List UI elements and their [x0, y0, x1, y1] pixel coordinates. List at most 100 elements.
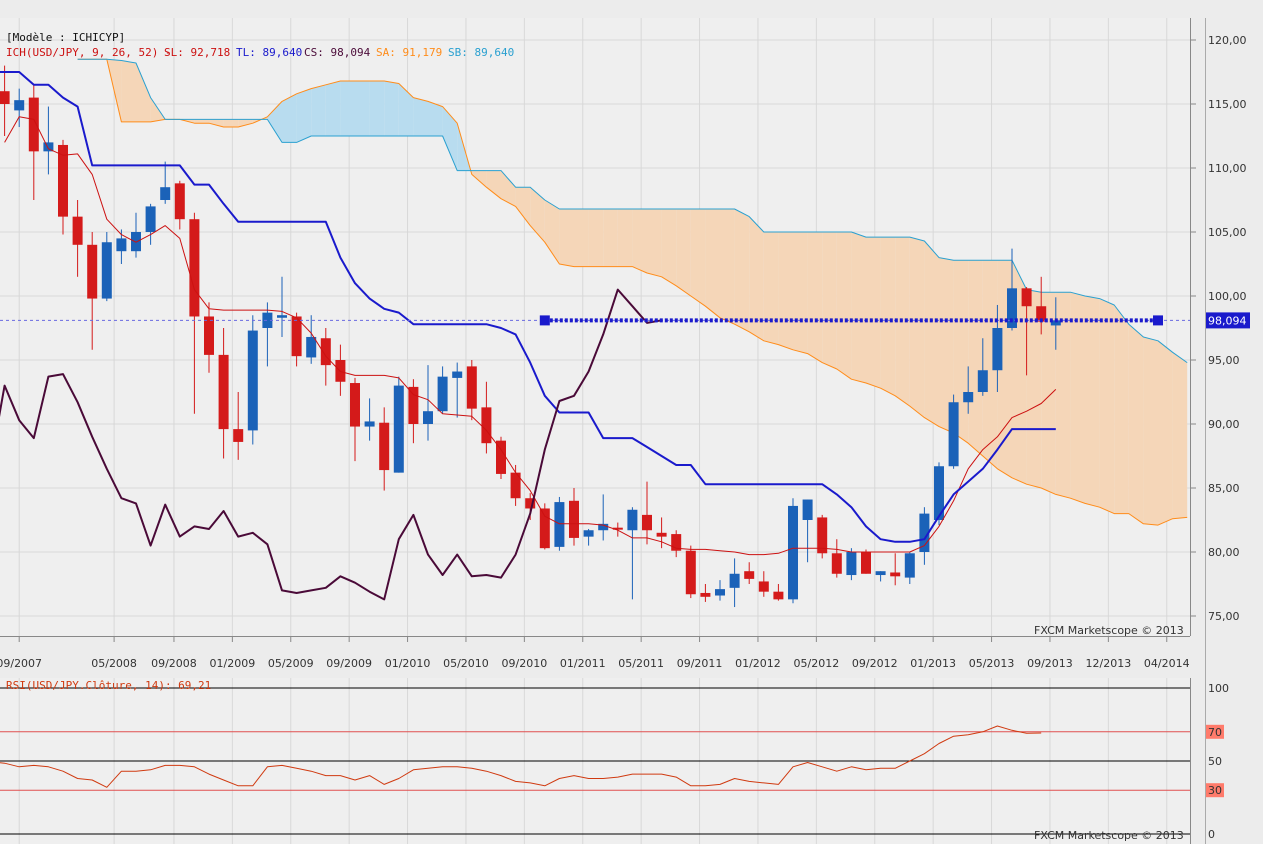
- time-tick-label: 12/2013: [1086, 657, 1132, 670]
- cloud-segment: [720, 208, 735, 325]
- candle-up: [160, 187, 171, 200]
- price-tick-label: 85,00: [1208, 482, 1240, 495]
- cloud-segment: [1172, 352, 1188, 519]
- price-tick-label: 100,00: [1208, 290, 1247, 303]
- cloud-segment: [924, 240, 939, 427]
- cloud-segment: [603, 208, 618, 267]
- time-tick-label: 09/2011: [677, 657, 723, 670]
- candle-down: [612, 527, 623, 530]
- candle-down: [320, 338, 331, 366]
- cloud-segment: [1070, 292, 1085, 504]
- chart-header: [Modèle : ICHICYP] ICH(USD/JPY, 9, 26, 5…: [6, 31, 514, 59]
- candle-down: [831, 553, 842, 574]
- cloud-segment: [1041, 292, 1056, 495]
- rsi-level-badge: [1206, 724, 1224, 739]
- cloud-segment: [413, 97, 428, 136]
- time-tick-label: 05/2010: [443, 657, 489, 670]
- cloud-segment: [559, 208, 574, 267]
- cloud-segment: [209, 119, 224, 128]
- time-tick-label: 05/2012: [794, 657, 840, 670]
- candle-down: [496, 440, 506, 474]
- senkou-b-line: [77, 58, 1188, 364]
- candle-down: [700, 592, 711, 597]
- candle-down: [72, 216, 83, 245]
- candle-down: [890, 572, 901, 577]
- cloud-segment: [369, 80, 385, 136]
- candle-up: [1007, 288, 1017, 328]
- cloud-segment: [223, 119, 239, 128]
- price-tick-label: 95,00: [1208, 354, 1240, 367]
- time-tick-label: 09/2009: [326, 657, 372, 670]
- cloud-segment: [1099, 298, 1115, 514]
- time-tick-label: 09/2007: [0, 657, 42, 670]
- cloud-segment: [340, 80, 355, 136]
- line-handle-left: [539, 315, 550, 326]
- watermark-rsi: FXCM Marketscope © 2013: [1034, 829, 1184, 842]
- cloud-segment: [617, 208, 633, 267]
- candle-up: [247, 330, 258, 431]
- cloud-segment: [311, 84, 326, 136]
- candle-up: [788, 505, 798, 600]
- cloud-segment: [1128, 324, 1144, 524]
- candle-up: [934, 466, 944, 520]
- candle-down: [481, 407, 492, 444]
- time-tick-label: 01/2009: [210, 657, 256, 670]
- time-tick-label: 05/2011: [618, 657, 664, 670]
- cloud-segment: [267, 101, 282, 143]
- cloud-segment: [121, 60, 136, 122]
- cloud-segment: [282, 93, 297, 143]
- candle-up: [116, 238, 127, 252]
- candle-up: [145, 206, 156, 232]
- time-tick-label: 09/2012: [852, 657, 898, 670]
- rsi-tick-label: 100: [1208, 682, 1229, 695]
- price-tick-label: 90,00: [1208, 418, 1240, 431]
- candle-down: [539, 508, 550, 549]
- candle-up: [277, 315, 287, 318]
- cloud-segment: [705, 208, 720, 318]
- candle-up: [919, 513, 930, 552]
- rsi-tick-label: 0: [1208, 828, 1215, 841]
- candle-up: [423, 411, 433, 424]
- time-tick-label: 01/2013: [910, 657, 956, 670]
- rsi-tick-label: 70: [1208, 726, 1222, 739]
- cloud-segment: [238, 119, 253, 128]
- cloud-segment: [763, 232, 779, 345]
- cloud-segment: [384, 80, 399, 136]
- candle-down: [685, 550, 696, 595]
- rsi-axis: 100 70 50 30 0: [1206, 682, 1229, 841]
- cloud-segment: [398, 83, 414, 136]
- model-label: [Modèle : ICHICYP]: [6, 31, 125, 44]
- candle-down: [758, 581, 769, 592]
- cloud-segment: [880, 237, 896, 396]
- ichimoku-indicator-label[interactable]: ICH(USD/JPY, 9, 26, 52) -: [6, 46, 172, 59]
- candlestick-series: [0, 65, 1061, 608]
- price-tick-label: 120,00: [1208, 34, 1247, 47]
- senkou-a-value: SA: 91,179: [376, 46, 442, 59]
- cloud-segment: [1158, 340, 1173, 526]
- last-price-box: [1206, 312, 1250, 329]
- rsi-indicator-label[interactable]: RSI(USD/JPY.Clôture, 14): 69,21: [6, 679, 211, 692]
- rsi-series: [0, 725, 1042, 788]
- time-tick-label: 01/2012: [735, 657, 781, 670]
- candle-up: [846, 552, 857, 576]
- candle-down: [642, 514, 652, 531]
- ichimoku-lines: [0, 71, 1190, 601]
- cloud-segment: [530, 187, 545, 243]
- candle-up: [977, 370, 988, 392]
- cloud-segment: [661, 208, 677, 286]
- cloud-segment: [982, 260, 998, 469]
- candle-down: [0, 91, 10, 104]
- cloud-segment: [442, 106, 458, 171]
- candle-up: [875, 571, 886, 576]
- candle-down: [773, 591, 784, 600]
- chikou-value: CS: 98,094: [304, 46, 371, 59]
- price-tick-label: 115,00: [1208, 98, 1247, 111]
- cloud-segment: [588, 208, 604, 267]
- ichimoku-cloud: [106, 59, 1188, 526]
- cloud-segment: [355, 80, 370, 136]
- cloud-segment: [194, 119, 209, 124]
- candle-down: [817, 517, 828, 554]
- candle-down: [291, 316, 302, 357]
- rsi-level-badge: [1206, 783, 1224, 798]
- candle-up: [554, 502, 565, 547]
